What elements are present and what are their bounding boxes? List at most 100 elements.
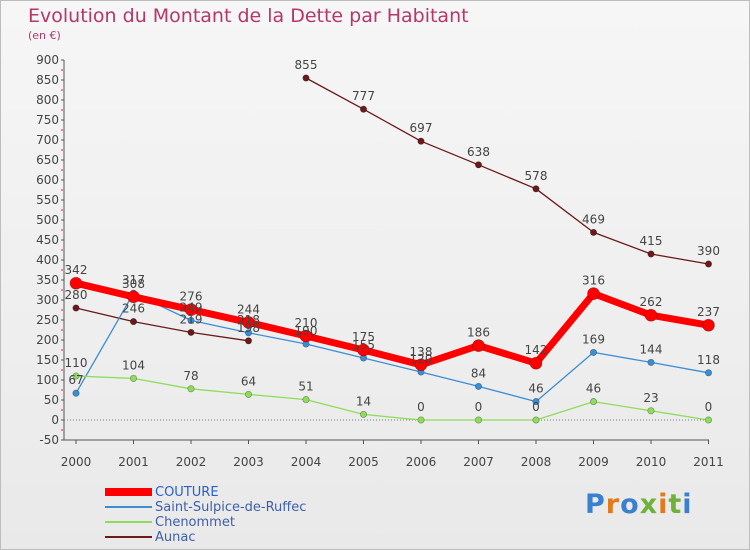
data-label: 120 [410,352,433,366]
data-point-aunac [589,228,598,236]
data-label: 218 [237,313,260,327]
data-point-chenommet [474,416,483,424]
x-tick-label: 2009 [578,455,609,469]
data-label: 104 [122,358,145,372]
y-tick-label: 300 [36,293,59,307]
data-label: 78 [183,369,198,383]
data-label: 308 [122,277,145,291]
data-point-saint-sulpice-de-ruffec [589,348,598,356]
data-point-saint-sulpice-de-ruffec [704,369,713,377]
data-label: 142 [525,343,548,357]
data-label: 246 [122,302,145,316]
x-tick-label: 2002 [176,455,207,469]
data-point-aunac [302,74,310,82]
y-tick-label: 850 [36,73,59,87]
data-label: 638 [467,145,490,159]
series-line-chenommet [75,375,710,421]
x-tick-label: 2003 [233,455,264,469]
data-point-aunac [704,260,713,268]
proxiti-logo: Proxiti [585,489,693,520]
y-tick-label: 750 [36,113,59,127]
data-point-chenommet [302,396,310,404]
data-point-saint-sulpice-de-ruffec [647,358,655,366]
y-tick-label: 100 [36,373,59,387]
data-point-chenommet [72,372,80,380]
data-label: 64 [241,374,256,388]
legend-swatch [105,506,152,508]
x-tick-label: 2011 [693,455,724,469]
y-tick-label: 350 [36,273,59,287]
y-tick-label: 250 [36,313,59,327]
data-label: 118 [697,353,720,367]
data-point-couture [644,308,658,322]
data-point-couture [414,358,428,372]
data-label: 280 [65,288,88,302]
data-label: 169 [582,332,605,346]
data-label: 46 [586,382,601,396]
x-tick-label: 2001 [118,455,149,469]
data-point-aunac [72,304,80,312]
logo-letter: t [668,489,683,520]
data-label: 14 [356,394,371,408]
data-point-chenommet [417,416,425,424]
data-point-aunac [417,137,425,145]
y-tick-label: 450 [36,233,59,247]
data-label: 237 [697,305,720,319]
data-label: 23 [643,391,658,405]
y-tick-label: 800 [36,93,59,107]
data-label: 249 [180,300,203,314]
data-label: 84 [471,366,486,380]
data-point-aunac [244,337,253,345]
x-tick-label: 2010 [636,455,667,469]
x-tick-label: 2006 [406,455,437,469]
data-point-aunac [359,105,368,113]
data-label: 697 [410,121,433,135]
data-label: 175 [352,330,375,344]
y-tick-label: 650 [36,153,59,167]
data-point-chenommet [589,398,598,406]
data-point-couture [127,290,140,304]
data-point-chenommet [647,407,655,415]
data-label: 186 [467,326,490,340]
data-point-couture [702,318,715,332]
y-tick-label: 900 [36,53,59,67]
data-label: 0 [475,400,483,414]
logo-letter: P [585,489,606,520]
data-point-saint-sulpice-de-ruffec [187,316,195,324]
data-label: 46 [528,382,543,396]
x-tick-label: 2008 [521,455,552,469]
data-point-couture [242,316,255,329]
data-point-aunac [647,250,655,258]
data-point-aunac [187,328,195,336]
x-tick-label: 2005 [348,455,379,469]
data-label: 210 [295,316,318,330]
y-tick-label: 0 [51,413,59,427]
data-point-couture [69,276,83,290]
data-point-couture [184,303,198,316]
y-tick-label: 600 [36,173,59,187]
data-label: 198 [237,321,260,335]
data-label: 155 [352,338,375,352]
data-point-chenommet [532,416,540,424]
data-label: 342 [65,263,88,277]
data-label: 0 [417,400,425,414]
x-tick-label: 2004 [291,455,322,469]
logo-letter: r [605,489,621,520]
series-line-couture [72,279,712,369]
data-label: 110 [65,356,88,370]
data-label: 317 [122,273,145,287]
data-label: 855 [295,58,318,72]
legend-swatch [105,488,152,496]
logo-letter: x [639,489,659,520]
data-point-saint-sulpice-de-ruffec [474,382,483,390]
data-label: 578 [525,169,548,183]
data-label: 190 [295,324,318,338]
chart-title: Evolution du Montant de la Dette par Hab… [28,5,469,27]
legend-swatch [105,521,152,523]
logo-letter: i [682,489,693,520]
data-label: 390 [697,244,720,258]
data-label: 469 [582,212,605,226]
y-tick-label: 700 [36,133,59,147]
data-label: 138 [410,345,433,359]
data-point-couture [357,343,370,357]
